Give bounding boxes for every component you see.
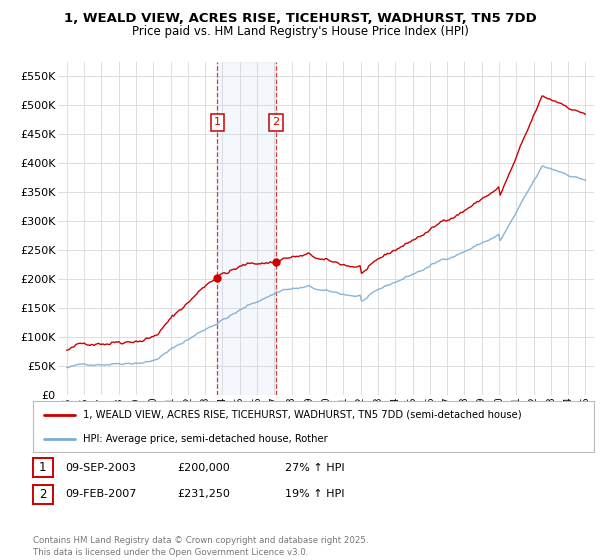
- Text: Price paid vs. HM Land Registry's House Price Index (HPI): Price paid vs. HM Land Registry's House …: [131, 25, 469, 38]
- Text: 19% ↑ HPI: 19% ↑ HPI: [285, 489, 344, 500]
- Text: 09-SEP-2003: 09-SEP-2003: [65, 463, 136, 473]
- Text: £231,250: £231,250: [177, 489, 230, 500]
- Bar: [217, 62, 276, 395]
- Text: 1: 1: [214, 118, 221, 128]
- Text: 27% ↑ HPI: 27% ↑ HPI: [285, 463, 344, 473]
- Text: HPI: Average price, semi-detached house, Rother: HPI: Average price, semi-detached house,…: [83, 433, 328, 444]
- Text: 1: 1: [39, 461, 47, 474]
- Text: 1, WEALD VIEW, ACRES RISE, TICEHURST, WADHURST, TN5 7DD (semi-detached house): 1, WEALD VIEW, ACRES RISE, TICEHURST, WA…: [83, 410, 522, 420]
- Text: 1, WEALD VIEW, ACRES RISE, TICEHURST, WADHURST, TN5 7DD: 1, WEALD VIEW, ACRES RISE, TICEHURST, WA…: [64, 12, 536, 25]
- Text: £200,000: £200,000: [177, 463, 230, 473]
- Text: 2: 2: [272, 118, 280, 128]
- Text: 09-FEB-2007: 09-FEB-2007: [65, 489, 136, 500]
- Text: Contains HM Land Registry data © Crown copyright and database right 2025.
This d: Contains HM Land Registry data © Crown c…: [33, 536, 368, 557]
- Text: 2: 2: [39, 488, 47, 501]
